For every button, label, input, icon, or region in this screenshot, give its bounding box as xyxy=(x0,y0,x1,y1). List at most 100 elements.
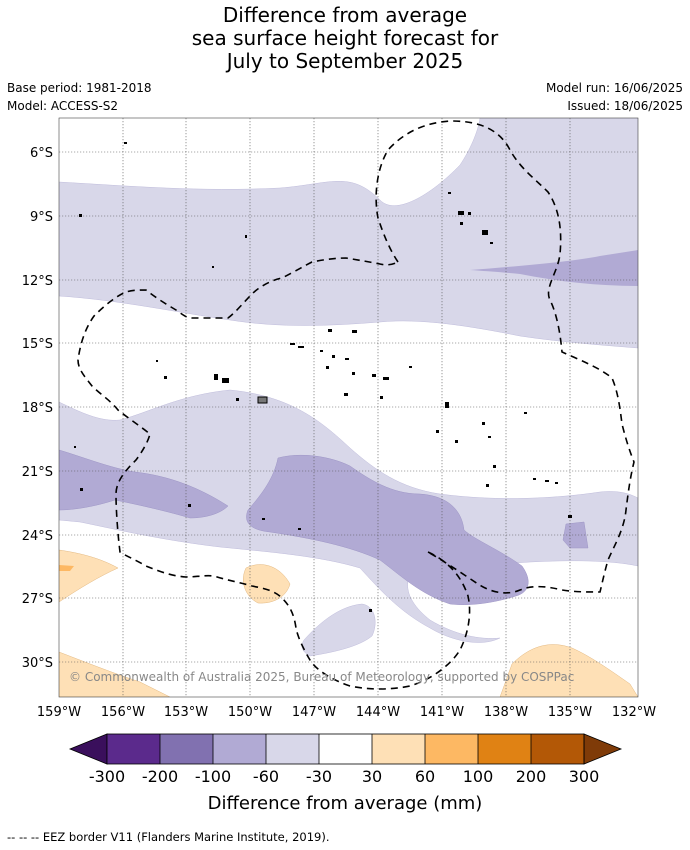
colorbar-bin xyxy=(160,734,213,764)
island xyxy=(332,355,335,358)
island xyxy=(79,214,82,217)
colorbar-bin xyxy=(266,734,319,764)
island xyxy=(545,480,549,482)
anomaly-positive-central xyxy=(243,564,291,604)
lat-label: 27°S xyxy=(22,592,53,607)
lon-label: 153°W xyxy=(164,705,208,720)
model-name: Model: ACCESS-S2 xyxy=(7,99,119,113)
island xyxy=(369,609,372,612)
island xyxy=(533,478,536,480)
island xyxy=(298,528,301,530)
lat-label: 18°S xyxy=(22,401,53,416)
anomaly-patch-north-east xyxy=(470,250,638,286)
colorbar-bin xyxy=(478,734,531,764)
lat-label: 6°S xyxy=(30,146,53,161)
island xyxy=(372,374,376,377)
anomaly-patch-central xyxy=(246,454,529,605)
island xyxy=(460,222,463,225)
meta-left: Base period: 1981-2018 Model: ACCESS-S2 xyxy=(7,79,152,115)
meta-right: Model run: 16/06/2025 Issued: 18/06/2025 xyxy=(546,79,683,115)
anomaly-band-north xyxy=(59,118,638,349)
lon-label: 135°W xyxy=(548,705,592,720)
island xyxy=(488,436,491,438)
colorbar: -300 -200 -100 -60 -30 30 60 100 200 300… xyxy=(68,733,623,814)
island xyxy=(188,504,191,507)
lon-label: 150°W xyxy=(228,705,272,720)
map-graticule xyxy=(59,118,638,697)
colorbar-frame xyxy=(106,733,585,765)
colorbar-tick: -100 xyxy=(195,767,231,786)
colorbar-tick: 300 xyxy=(569,767,600,786)
island xyxy=(262,518,265,520)
lat-labels: 6°S 9°S 12°S 15°S 18°S 21°S 24°S 27°S 30… xyxy=(22,146,53,671)
colorbar-title: Difference from average (mm) xyxy=(208,793,483,814)
island xyxy=(245,235,247,238)
title-line-2: sea surface height forecast for xyxy=(191,26,499,50)
island xyxy=(380,396,383,399)
island xyxy=(222,378,229,383)
anomaly-patch-west xyxy=(59,449,229,519)
island xyxy=(352,330,357,333)
title-line-1: Difference from average xyxy=(222,3,468,27)
island xyxy=(555,482,558,484)
lon-label: 144°W xyxy=(356,705,400,720)
lon-label: 147°W xyxy=(292,705,336,720)
island xyxy=(320,350,323,352)
anomaly-positive-west xyxy=(59,549,119,603)
lon-label: 132°W xyxy=(612,705,656,720)
eez-border-north xyxy=(375,120,635,594)
island xyxy=(568,515,572,518)
anomaly-positive-west-core xyxy=(59,565,74,571)
map-copyright: © Commonwealth of Australia 2025, Bureau… xyxy=(69,670,574,684)
island xyxy=(448,192,451,194)
island xyxy=(383,377,389,380)
lat-label: 9°S xyxy=(30,210,53,225)
island xyxy=(214,374,218,380)
colorbar-bin xyxy=(319,734,372,764)
map-plot-area: © Commonwealth of Australia 2025, Bureau… xyxy=(59,118,638,697)
island xyxy=(458,211,464,215)
colorbar-tick: 100 xyxy=(463,767,494,786)
anomaly-positive-southeast xyxy=(499,644,638,697)
colorbar-tick: 30 xyxy=(362,767,382,786)
lat-label: 15°S xyxy=(22,337,53,352)
base-period: Base period: 1981-2018 xyxy=(7,81,152,95)
island xyxy=(345,358,349,360)
lon-labels: 159°W 156°W 153°W 150°W 147°W 144°W 141°… xyxy=(37,705,656,720)
colorbar-tick: -30 xyxy=(306,767,332,786)
island xyxy=(326,366,329,369)
island xyxy=(445,402,449,408)
island xyxy=(290,343,295,345)
island xyxy=(236,398,239,401)
island xyxy=(493,465,496,468)
lat-label: 21°S xyxy=(22,465,53,480)
colorbar-bin xyxy=(107,734,160,764)
map-title: Difference from average sea surface heig… xyxy=(0,4,690,73)
colorbar-ticks: -300 -200 -100 -60 -30 30 60 100 200 300 xyxy=(89,767,599,786)
colorbar-extend-high xyxy=(583,733,623,765)
island xyxy=(468,212,471,215)
eez-border-central xyxy=(77,257,471,690)
colorbar-tick: -60 xyxy=(253,767,279,786)
colorbar-tick: 200 xyxy=(516,767,547,786)
colorbar-tick: -200 xyxy=(142,767,178,786)
island xyxy=(524,412,527,414)
colorbar-bin xyxy=(213,734,266,764)
island xyxy=(486,484,489,487)
eez-note: -- -- -- EEZ border V11 (Flanders Marine… xyxy=(7,830,330,844)
island xyxy=(352,372,355,375)
island xyxy=(74,446,76,448)
title-line-3: July to September 2025 xyxy=(226,49,464,73)
island xyxy=(298,346,304,348)
island xyxy=(455,440,458,443)
island xyxy=(257,396,268,404)
island xyxy=(328,329,332,332)
island xyxy=(490,242,493,244)
colorbar-dividers xyxy=(159,734,532,764)
colorbar-tick: -300 xyxy=(89,767,125,786)
island xyxy=(212,266,214,268)
lon-label: 159°W xyxy=(37,705,81,720)
colorbar-bin xyxy=(372,734,425,764)
island xyxy=(436,430,439,433)
